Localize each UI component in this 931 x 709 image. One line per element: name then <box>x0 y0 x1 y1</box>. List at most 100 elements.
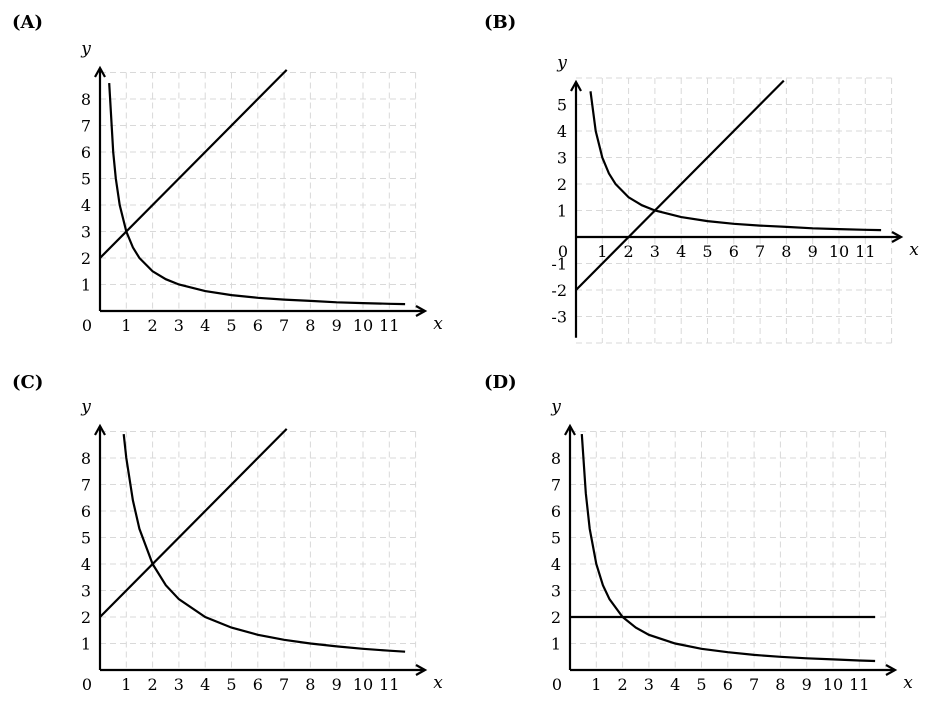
y-tick-label: -3 <box>551 308 567 327</box>
x-tick-label: 1 <box>121 316 131 335</box>
y-tick-label: 7 <box>551 476 561 495</box>
y-tick-label: 2 <box>557 175 567 194</box>
y-tick-label: 5 <box>557 96 567 115</box>
y-tick-label: 1 <box>81 635 91 654</box>
y-tick-label: 5 <box>81 529 91 548</box>
x-tick-label: 0 <box>558 242 568 261</box>
y-tick-label: 1 <box>557 202 567 221</box>
x-tick-label: 5 <box>226 316 236 335</box>
x-tick-label: 8 <box>305 316 315 335</box>
x-tick-label: 9 <box>332 675 342 694</box>
x-tick-label: 10 <box>353 675 373 694</box>
y-tick-label: 4 <box>81 555 91 574</box>
y-axis-arrow <box>94 423 106 436</box>
panel-label-a: (A) <box>12 12 43 33</box>
y-tick-label: 4 <box>557 122 567 141</box>
panel-label-b: (B) <box>484 12 517 33</box>
x-tick-label: 10 <box>829 242 849 261</box>
x-tick-label: 6 <box>723 675 733 694</box>
x-tick-label: 5 <box>702 242 712 261</box>
y-tick-label: 8 <box>81 449 91 468</box>
x-tick-label: 3 <box>174 316 184 335</box>
x-tick-label: 6 <box>253 675 263 694</box>
panel-label-d: (D) <box>484 372 517 393</box>
y-tick-label: 6 <box>81 143 91 162</box>
x-tick-label: 1 <box>597 242 607 261</box>
y-tick-label: 4 <box>551 555 561 574</box>
x-tick-label: 4 <box>200 675 210 694</box>
x-tick-label: 2 <box>624 242 634 261</box>
y-axis-label: y <box>80 39 91 59</box>
y-tick-label: 6 <box>81 502 91 521</box>
y-tick-label: 8 <box>551 449 561 468</box>
x-tick-label: 2 <box>618 675 628 694</box>
axes <box>94 65 428 317</box>
series-line <box>99 69 288 259</box>
x-tick-label: 9 <box>802 675 812 694</box>
x-tick-label: 7 <box>279 675 289 694</box>
x-axis-label: x <box>909 240 919 260</box>
x-tick-label: 9 <box>332 316 342 335</box>
y-axis-label: y <box>556 53 567 73</box>
y-tick-label: 8 <box>81 90 91 109</box>
series-curve <box>108 83 406 306</box>
x-tick-label: 11 <box>849 675 869 694</box>
x-tick-label: 7 <box>279 316 289 335</box>
y-tick-label: 3 <box>551 582 561 601</box>
y-tick-label: -2 <box>551 281 567 300</box>
y-tick-label: 1 <box>81 276 91 295</box>
series-line <box>575 79 785 291</box>
series-curve <box>589 91 882 232</box>
series-curve <box>122 433 406 653</box>
x-tick-label: 7 <box>755 242 765 261</box>
x-tick-label: 4 <box>670 675 680 694</box>
x-tick-label: 8 <box>305 675 315 694</box>
x-tick-label: 9 <box>808 242 818 261</box>
y-tick-label: 5 <box>81 170 91 189</box>
x-tick-label: 4 <box>200 316 210 335</box>
x-tick-label: 10 <box>823 675 843 694</box>
grid <box>570 431 887 670</box>
y-tick-label: 2 <box>551 608 561 627</box>
y-tick-label: 1 <box>551 635 561 654</box>
y-tick-label: 3 <box>81 582 91 601</box>
y-axis-arrow <box>564 423 576 436</box>
x-tick-label: 6 <box>253 316 263 335</box>
x-tick-label: 11 <box>855 242 875 261</box>
axes <box>94 423 428 676</box>
x-tick-label: 5 <box>696 675 706 694</box>
y-axis-label: y <box>550 397 561 417</box>
x-tick-label: 0 <box>82 675 92 694</box>
series-line <box>99 428 288 618</box>
x-tick-label: 8 <box>775 675 785 694</box>
x-axis-arrow <box>885 664 898 676</box>
x-axis-arrow <box>891 231 904 243</box>
x-tick-label: 2 <box>148 675 158 694</box>
x-axis-label: x <box>433 673 443 693</box>
x-tick-label: 6 <box>729 242 739 261</box>
x-tick-label: 3 <box>174 675 184 694</box>
x-axis-arrow <box>415 305 428 317</box>
y-tick-label: 7 <box>81 117 91 136</box>
x-tick-label: 8 <box>781 242 791 261</box>
x-tick-label: 4 <box>676 242 686 261</box>
x-tick-label: 3 <box>644 675 654 694</box>
y-tick-label: 2 <box>81 249 91 268</box>
x-tick-label: 1 <box>591 675 601 694</box>
panel-label-c: (C) <box>12 372 44 393</box>
series-curve <box>580 434 876 663</box>
x-tick-label: 7 <box>749 675 759 694</box>
y-tick-label: -1 <box>551 255 567 274</box>
y-tick-label: 5 <box>551 529 561 548</box>
x-axis-label: x <box>903 673 913 693</box>
axes <box>570 79 904 338</box>
y-tick-label: 3 <box>557 149 567 168</box>
y-tick-label: 3 <box>81 223 91 242</box>
x-tick-label: 11 <box>379 316 399 335</box>
y-tick-label: 4 <box>81 196 91 215</box>
grid <box>576 77 893 344</box>
